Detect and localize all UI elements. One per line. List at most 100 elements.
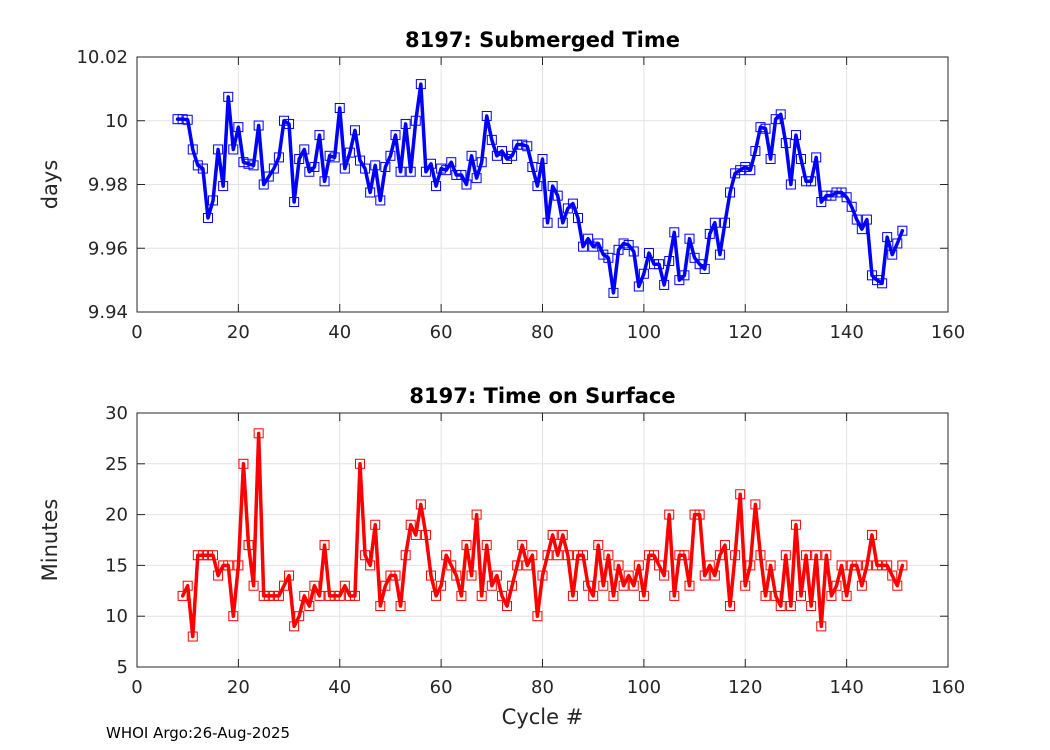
top-point — [360, 163, 371, 174]
top-point — [699, 263, 710, 274]
top-point — [390, 130, 401, 141]
top-point — [512, 139, 523, 150]
top-point — [603, 252, 614, 263]
bottom-point — [263, 590, 274, 601]
bottom-point — [425, 570, 436, 581]
top-point — [785, 179, 796, 190]
bottom-point — [583, 580, 594, 591]
bottom-point — [268, 590, 279, 601]
top-point — [775, 109, 786, 120]
top-point — [851, 214, 862, 225]
top-point — [633, 281, 644, 292]
bottom-point — [851, 560, 862, 571]
top-point — [496, 146, 507, 157]
top-xtick-label: 40 — [328, 322, 351, 343]
top-point — [309, 161, 320, 172]
top-point — [481, 110, 492, 121]
bottom-point — [877, 560, 888, 571]
bottom-point — [192, 550, 203, 561]
top-point — [897, 225, 908, 236]
bottom-point — [476, 590, 487, 601]
top-point — [263, 171, 274, 182]
bottom-point — [572, 550, 583, 561]
bottom-point — [349, 590, 360, 601]
bottom-point — [314, 590, 325, 601]
bottom-point — [512, 560, 523, 571]
top-point — [273, 152, 284, 163]
top-point — [765, 154, 776, 164]
top-point — [704, 228, 715, 239]
top-point — [877, 278, 888, 289]
bottom-xtick-label: 20 — [227, 677, 250, 698]
bottom-point — [765, 560, 776, 571]
top-point — [355, 155, 366, 166]
top-point — [547, 181, 558, 192]
bottom-ytick-label: 10 — [105, 606, 128, 627]
top-point — [400, 118, 411, 129]
bottom-xtick-label: 60 — [430, 677, 453, 698]
top-point — [806, 176, 817, 187]
top-y-axis-label: days — [38, 160, 62, 210]
bottom-point — [187, 631, 198, 642]
bottom-point — [202, 550, 213, 561]
top-ytick-label: 10 — [105, 111, 128, 132]
top-point — [299, 144, 310, 155]
bottom-point — [699, 570, 710, 581]
top-point — [618, 238, 629, 249]
bottom-point — [745, 560, 756, 571]
bottom-point — [659, 570, 670, 581]
top-point — [202, 212, 213, 223]
bottom-point — [431, 590, 442, 601]
top-point — [476, 157, 487, 168]
top-point — [679, 270, 690, 281]
top-point — [684, 233, 695, 244]
top-point — [583, 233, 594, 244]
top-point — [415, 79, 426, 90]
top-point — [395, 166, 406, 177]
top-point — [572, 212, 583, 223]
bottom-point — [466, 570, 477, 581]
top-chart: 0 20 40 60 80 100 120 140 160 9.94 9.96 9.98 10 10.02… — [38, 28, 965, 343]
bottom-chart: 0 20 40 60 80 100 120 140 160 5 10 15 20 25 30 8197: Ti… — [38, 384, 965, 729]
top-point — [446, 157, 457, 168]
top-point — [664, 256, 675, 266]
bottom-point — [258, 590, 269, 601]
top-xtick-label: 20 — [227, 322, 250, 343]
top-point — [385, 150, 396, 161]
top-point — [258, 179, 269, 190]
top-point — [532, 181, 543, 192]
top-point — [380, 161, 391, 172]
top-point — [314, 130, 325, 141]
top-point — [811, 152, 822, 163]
bottom-point — [284, 570, 295, 581]
bottom-point — [380, 580, 391, 591]
bottom-point — [679, 550, 690, 561]
bottom-point — [309, 580, 320, 591]
bottom-point — [831, 580, 842, 591]
top-point — [253, 120, 264, 131]
top-point — [861, 214, 872, 225]
bottom-point — [218, 560, 229, 571]
bottom-point — [390, 570, 401, 581]
top-xtick-label: 120 — [728, 322, 762, 343]
bottom-xtick-label: 100 — [627, 677, 661, 698]
top-point — [719, 217, 730, 228]
top-ytick-label: 9.94 — [88, 302, 128, 323]
top-point — [730, 168, 741, 179]
bottom-point — [897, 560, 908, 571]
bottom-point — [248, 580, 259, 591]
top-point — [669, 227, 680, 238]
bottom-point — [846, 560, 857, 571]
top-point — [208, 195, 219, 206]
top-xtick-label: 80 — [531, 322, 554, 343]
bottom-point — [502, 601, 513, 612]
bottom-point — [623, 570, 634, 581]
bottom-point — [826, 590, 837, 601]
bottom-point — [360, 550, 371, 561]
bottom-point — [684, 580, 695, 591]
bottom-point — [811, 550, 822, 561]
bottom-point — [821, 550, 832, 561]
bottom-point — [861, 560, 872, 571]
top-point — [278, 115, 289, 126]
bottom-point — [750, 499, 761, 510]
